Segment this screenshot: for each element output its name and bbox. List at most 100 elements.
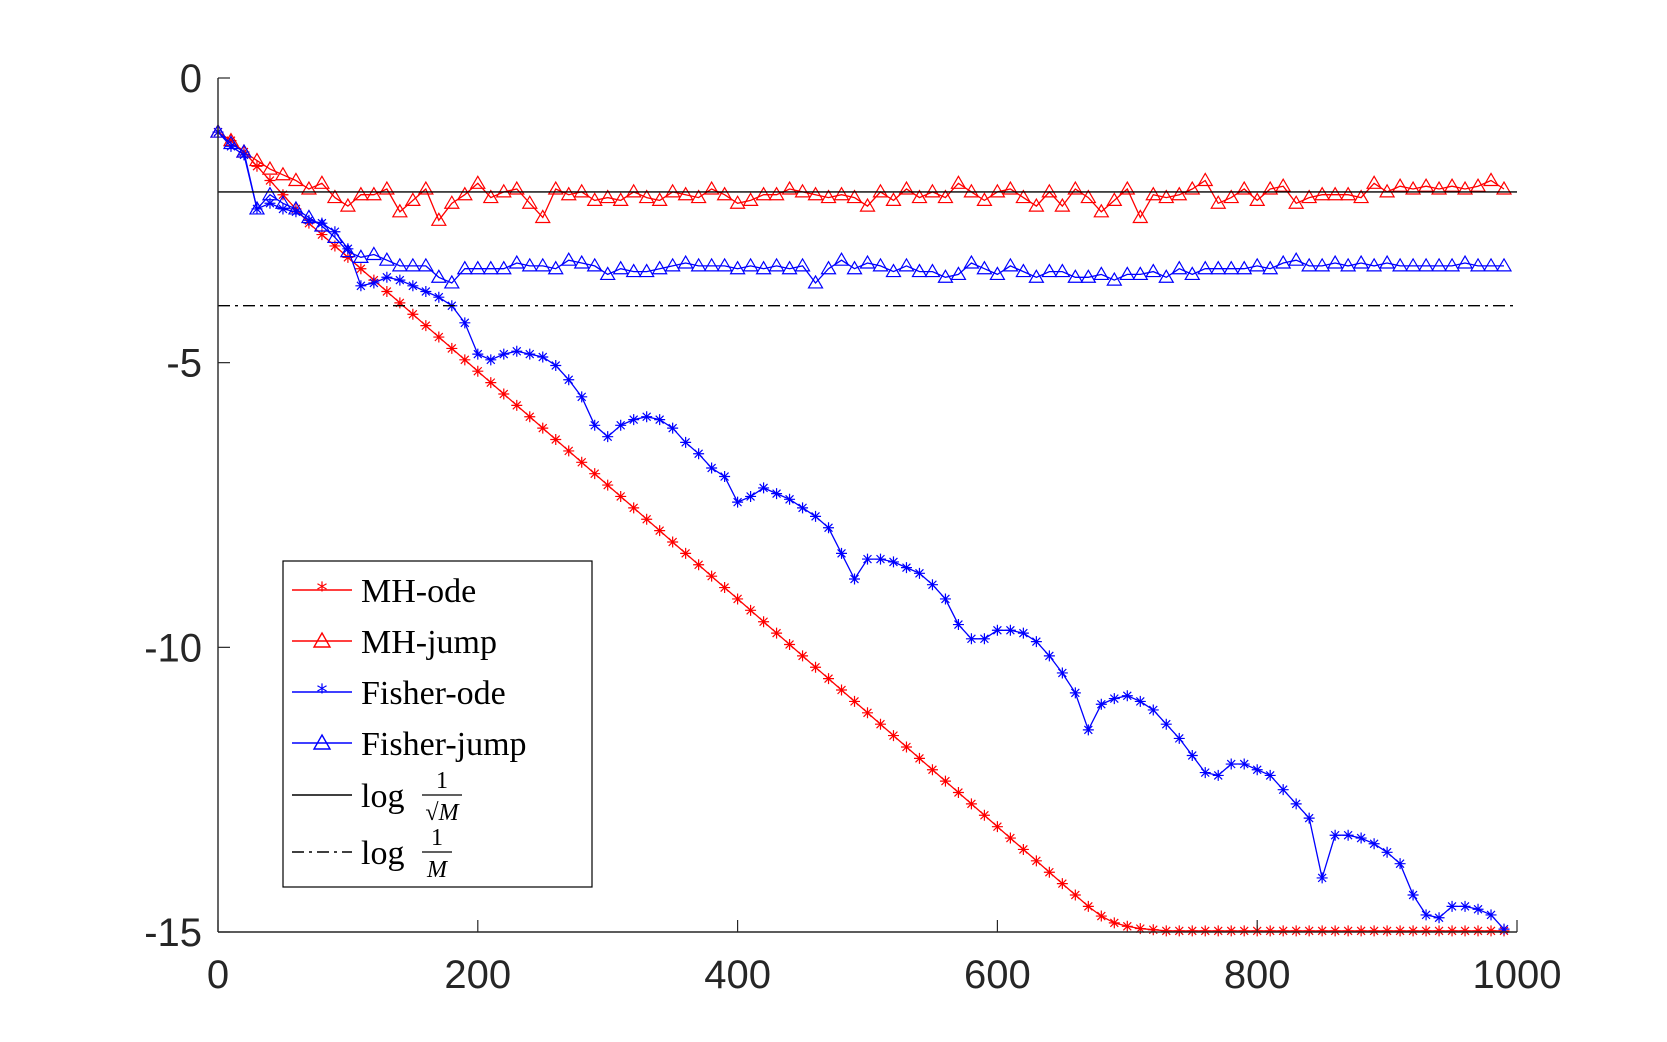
data-point: [355, 263, 367, 275]
data-point: [1444, 177, 1461, 192]
data-point: [1121, 920, 1133, 932]
data-point: [576, 456, 588, 468]
data-point: [430, 212, 447, 226]
data-point: [641, 411, 653, 423]
data-point: [758, 616, 770, 628]
data-point: [667, 536, 679, 548]
data-point: [576, 391, 588, 403]
data-point: [781, 260, 798, 275]
data-point: [430, 269, 447, 283]
data-point: [1119, 180, 1136, 195]
data-point: [433, 331, 445, 343]
data-point: [472, 348, 484, 360]
data-point: [1288, 251, 1305, 266]
data-point: [1212, 925, 1224, 937]
data-point: [1329, 829, 1341, 841]
data-point: [638, 263, 655, 278]
data-point: [667, 422, 679, 434]
data-point: [599, 189, 616, 204]
data-point: [807, 186, 824, 201]
data-point: [885, 263, 902, 278]
data-point: [1303, 925, 1315, 937]
data-point: [1355, 832, 1367, 844]
data-point: [1199, 767, 1211, 779]
data-point: [991, 624, 1003, 636]
data-point: [316, 217, 328, 229]
data-point: [926, 579, 938, 591]
data-point: [404, 192, 421, 207]
data-point: [820, 260, 837, 275]
data-point: [1080, 269, 1097, 283]
data-point: [976, 260, 993, 275]
data-point: [417, 257, 434, 272]
data-point: [342, 251, 354, 263]
data-point: [1420, 909, 1432, 921]
data-point: [820, 189, 837, 204]
data-point: [1002, 257, 1019, 272]
data-point: [898, 257, 915, 272]
data-point: [771, 488, 783, 500]
data-point: [443, 274, 460, 289]
data-point: [1366, 175, 1383, 189]
data-point: [222, 135, 240, 150]
y-tick-label: 0: [180, 57, 202, 101]
data-point: [1327, 186, 1344, 201]
data-point: [1303, 812, 1315, 824]
data-point: [1030, 636, 1042, 648]
data-point: [1041, 263, 1058, 278]
legend-label-mh-jump: MH-jump: [361, 624, 497, 661]
data-point: [1482, 172, 1500, 187]
data-point: [498, 348, 510, 360]
data-point: [859, 254, 876, 269]
data-point: [264, 174, 276, 186]
data-point: [1392, 177, 1409, 192]
data-point: [524, 348, 536, 360]
data-point: [1145, 263, 1162, 278]
y-tick-label: -10: [144, 626, 202, 670]
data-point: [1381, 846, 1393, 858]
data-point: [586, 192, 603, 207]
data-point: [1132, 209, 1149, 224]
data-point: [638, 189, 655, 204]
data-point: [1301, 189, 1318, 204]
data-point: [550, 360, 562, 372]
data-point: [706, 570, 718, 582]
data-point: [1030, 855, 1042, 867]
data-point: [1223, 260, 1240, 275]
series-fisher-jump: [209, 123, 1513, 289]
data-point: [1277, 925, 1289, 937]
data-point: [1197, 260, 1214, 275]
data-point: [628, 502, 640, 514]
data-point: [550, 434, 562, 446]
data-point: [1173, 732, 1185, 744]
data-point: [225, 140, 237, 152]
data-point: [1342, 829, 1354, 841]
data-point: [1236, 260, 1253, 275]
data-point: [521, 195, 538, 209]
data-point: [900, 562, 912, 574]
data-point: [326, 229, 343, 244]
data-point: [417, 180, 434, 195]
data-point: [833, 251, 850, 266]
data-point: [602, 431, 614, 443]
data-point: [524, 411, 536, 423]
legend-frac-den-m: M: [426, 857, 449, 883]
data-point: [303, 214, 315, 226]
data-point: [521, 257, 538, 272]
data-point: [394, 274, 406, 286]
data-point: [1456, 180, 1474, 195]
data-point: [277, 189, 289, 201]
series-mh-jump: [209, 123, 1513, 226]
data-point: [807, 274, 824, 289]
data-point: [1407, 925, 1419, 937]
data-point: [1004, 624, 1016, 636]
data-point: [937, 269, 954, 283]
data-point: [456, 186, 473, 201]
x-tick-label: 1000: [1473, 953, 1562, 997]
data-point: [508, 254, 525, 269]
data-point: [274, 166, 291, 181]
data-point: [1134, 923, 1146, 935]
data-point: [703, 180, 720, 195]
data-point: [508, 180, 525, 195]
data-point: [1199, 925, 1211, 937]
